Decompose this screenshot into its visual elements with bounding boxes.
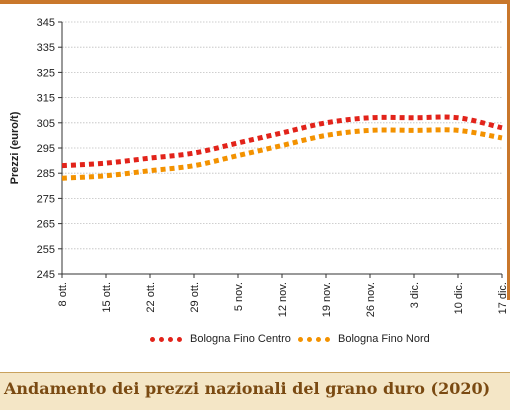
chart-legend: Bologna Fino Centro Bologna Fino Nord (0, 333, 510, 353)
price-line-chart: 245 255 265 275 285 295 305 315 325 335 345 Prezzi … (0, 0, 510, 330)
x-tick-label: 26 nov. (365, 282, 377, 317)
y-tick-label: 345 (37, 17, 55, 29)
x-tick-label: 5 nov. (233, 282, 245, 311)
footer-banner: Andamento dei prezzi nazionali del grano… (0, 372, 510, 410)
x-tick-label: 19 nov. (321, 282, 333, 317)
x-tick-label: 3 dic. (409, 282, 421, 308)
axis-layer: 245 255 265 275 285 295 305 315 325 335 345 Prezzi … (9, 17, 509, 317)
y-tick-label: 335 (37, 42, 55, 54)
series-line-centro (62, 117, 502, 166)
y-tick-label: 255 (37, 244, 55, 256)
x-tick-label: 29 ott. (189, 282, 201, 313)
x-tick-label: 15 ott. (101, 282, 113, 313)
legend-swatch-nord (298, 337, 330, 342)
footer-title: Andamento dei prezzi nazionali del grano… (4, 379, 490, 398)
legend-item-centro: Bologna Fino Centro (150, 333, 291, 345)
y-tick-label: 275 (37, 193, 55, 205)
grid-layer (62, 22, 502, 274)
legend-swatch-centro (150, 337, 182, 342)
legend-label-centro: Bologna Fino Centro (190, 333, 291, 345)
y-tick-label: 315 (37, 93, 55, 105)
series-line-nord (62, 130, 502, 178)
y-tick-label: 305 (37, 118, 55, 130)
legend-item-nord: Bologna Fino Nord (298, 333, 430, 345)
legend-label-nord: Bologna Fino Nord (338, 333, 430, 345)
x-tick-label: 8 ott. (57, 282, 69, 306)
y-tick-label: 295 (37, 143, 55, 155)
x-tick-label: 22 ott. (145, 282, 157, 313)
y-tick-label: 265 (37, 219, 55, 231)
y-tick-label: 245 (37, 269, 55, 281)
x-tick-label: 10 dic. (453, 282, 465, 314)
y-tick-label: 325 (37, 67, 55, 79)
x-tick-label: 17 dic. (497, 282, 509, 314)
y-tick-label: 285 (37, 168, 55, 180)
x-tick-label: 12 nov. (277, 282, 289, 317)
y-axis-title: Prezzi (euro/t) (9, 111, 21, 184)
